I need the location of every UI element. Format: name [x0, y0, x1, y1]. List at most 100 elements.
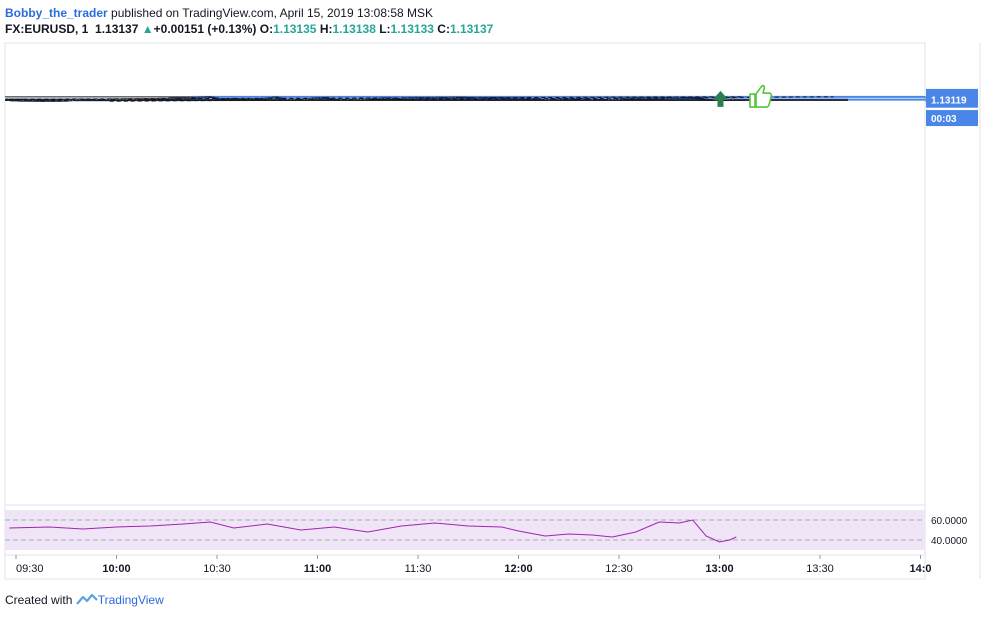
candle-body	[265, 97, 269, 100]
candle-body	[493, 97, 497, 99]
candle-body	[583, 98, 588, 100]
candle-body	[138, 98, 142, 100]
candle-body	[376, 97, 380, 100]
candle-body	[205, 96, 209, 99]
author-name[interactable]: Bobby_the_trader	[5, 6, 108, 20]
candle-body	[560, 98, 564, 100]
candle-body	[624, 97, 628, 100]
x-tick-label: 13:00	[705, 563, 733, 575]
candle-body	[563, 98, 568, 100]
candle-body	[258, 98, 263, 100]
candle-body	[691, 97, 695, 99]
main-pane[interactable]	[4, 42, 926, 506]
support-price-tag	[926, 91, 978, 108]
candle-body	[439, 96, 444, 99]
tradingview-logo-icon	[75, 593, 98, 609]
candle-body	[302, 98, 306, 101]
candle-body	[567, 98, 571, 100]
candle-body	[453, 96, 457, 99]
candle-body	[536, 98, 541, 101]
candle-body	[382, 97, 387, 100]
time-axis-panel[interactable]	[4, 554, 926, 580]
candle-body	[101, 99, 105, 101]
x-tick-label: 11:00	[304, 563, 332, 575]
candle-body	[171, 97, 176, 100]
rsi-band	[5, 510, 925, 550]
candle-body	[496, 97, 501, 99]
created-with-text: Created with	[5, 593, 73, 607]
candle-body	[295, 98, 300, 101]
candle-body	[379, 97, 383, 100]
candle-body	[433, 96, 437, 99]
candle-body	[114, 98, 119, 101]
candle-body	[396, 98, 400, 100]
candle-body	[282, 98, 286, 100]
candle-body	[201, 96, 206, 99]
candle-body	[322, 97, 326, 99]
candle-body	[94, 99, 99, 101]
candle-body	[208, 96, 212, 99]
x-tick-label: 10:00	[102, 563, 130, 575]
candle-body	[232, 97, 236, 100]
x-tick-label: 12:00	[504, 563, 532, 575]
candle-body	[650, 97, 655, 100]
candle-body	[463, 96, 467, 99]
candle-body	[436, 96, 440, 99]
candle-body	[134, 98, 139, 100]
candle-body	[21, 99, 25, 102]
candle-body	[228, 97, 233, 100]
candle-body	[289, 98, 293, 101]
candle-body	[131, 98, 135, 101]
candle-body	[44, 100, 48, 102]
candle-body	[610, 98, 614, 101]
candle-body	[500, 97, 504, 99]
candle-body	[526, 97, 531, 100]
candle-body	[644, 97, 648, 100]
close-label: C:	[437, 22, 450, 36]
candle-body	[386, 97, 390, 100]
candle-body	[640, 97, 645, 100]
candle-body	[530, 98, 534, 100]
candle-body	[426, 97, 430, 99]
countdown-price-text: 00:03	[931, 114, 957, 125]
candle-body	[319, 97, 323, 99]
rsi-line	[9, 519, 737, 543]
candle-body	[654, 97, 658, 100]
candle-body	[272, 96, 276, 99]
x-tick-label: 09:30	[16, 563, 44, 575]
ohlc-legend: FX:EURUSD, 1 1.13137 ▲+0.00151 (+0.13%) …	[5, 22, 493, 36]
candle-body	[71, 99, 75, 101]
candle-body	[268, 97, 273, 99]
candle-body	[165, 97, 169, 100]
candle-body	[520, 97, 524, 100]
candle-body	[64, 99, 68, 102]
candle-body	[389, 97, 393, 100]
candle-body	[684, 96, 688, 99]
candle-body	[54, 100, 58, 102]
candle-body	[473, 97, 477, 100]
candle-body	[37, 100, 42, 102]
candle-body	[185, 97, 189, 99]
candle-body	[446, 96, 450, 99]
candle-body	[516, 97, 521, 100]
candle-body	[667, 97, 671, 99]
rsi-tick-label: 60.0000	[931, 516, 968, 527]
candle-body	[329, 97, 333, 100]
candle-body	[704, 98, 708, 101]
candle-body	[215, 97, 219, 100]
candle-body	[647, 97, 651, 100]
candle-body	[409, 97, 413, 100]
candle-body	[553, 98, 557, 101]
candle-body	[731, 98, 735, 101]
tradingview-brand[interactable]: TradingView	[97, 593, 164, 607]
candle-body	[362, 98, 367, 101]
candle-body	[469, 97, 474, 99]
rsi-tick-label: 40.0000	[931, 536, 968, 547]
candle-body	[312, 97, 316, 100]
candle-body	[84, 98, 89, 101]
candle-body	[118, 98, 122, 101]
candle-body	[352, 98, 356, 101]
candle-body	[168, 97, 172, 100]
candle-body	[17, 99, 21, 102]
